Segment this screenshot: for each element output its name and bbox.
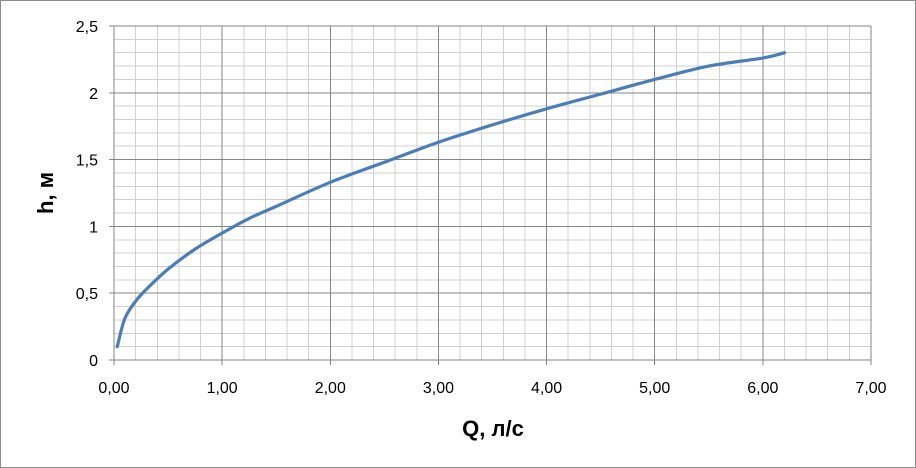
x-tick-label: 3,00 [423, 380, 454, 397]
y-tick-label: 2 [89, 86, 98, 103]
x-tick-label: 0,00 [98, 380, 129, 397]
series-line [115, 51, 787, 349]
y-tick-label: 1 [89, 219, 98, 236]
x-tick-label: 4,00 [531, 380, 562, 397]
y-axis-title: h, м [33, 172, 58, 214]
y-tick-label: 1,5 [76, 153, 98, 170]
major-gridlines [113, 25, 872, 361]
y-tick-labels: 0 0,5 1 1,5 2 2,5 [76, 19, 98, 370]
x-tick-label: 5,00 [639, 380, 670, 397]
x-tick-label: 2,00 [315, 380, 346, 397]
x-axis-title: Q, л/с [462, 416, 524, 441]
y-tick-label: 0 [89, 353, 98, 370]
x-tick-labels: 0,00 1,00 2,00 3,00 4,00 5,00 6,00 7,00 [98, 380, 886, 397]
axes [109, 25, 872, 365]
series-layer [115, 51, 787, 349]
x-tick-label: 6,00 [747, 380, 778, 397]
y-tick-label: 2,5 [76, 19, 98, 36]
minor-gridlines [114, 26, 871, 360]
y-tick-label: 0,5 [76, 286, 98, 303]
x-tick-label: 1,00 [207, 380, 238, 397]
x-tick-label: 7,00 [855, 380, 886, 397]
